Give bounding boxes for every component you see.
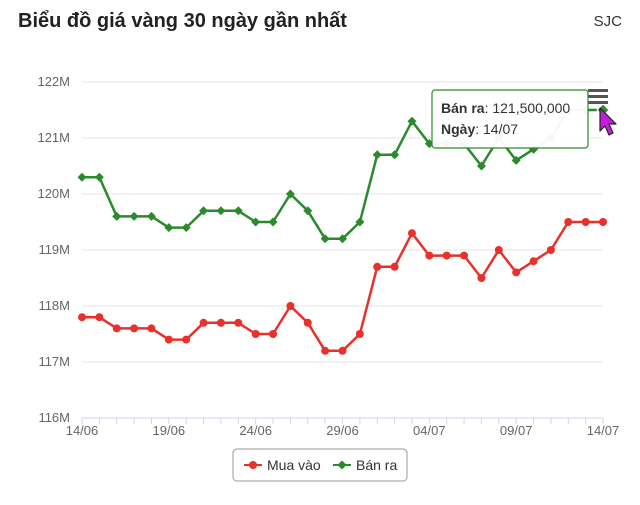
y-axis: 116M 117M 118M 119M 120M 121M 122M (37, 74, 70, 425)
y-tick-label: 119M (38, 242, 70, 257)
data-point[interactable] (286, 302, 295, 310)
data-point[interactable] (251, 217, 261, 227)
x-tick-label: 24/06 (239, 423, 272, 438)
data-point[interactable] (460, 251, 469, 260)
data-point[interactable] (303, 206, 313, 216)
data-point[interactable] (512, 268, 521, 277)
data-point[interactable] (77, 172, 87, 182)
data-point[interactable] (129, 211, 139, 221)
data-point[interactable] (78, 313, 86, 322)
data-point[interactable] (95, 313, 104, 322)
data-point[interactable] (285, 189, 295, 199)
data-point[interactable] (321, 346, 330, 355)
legend-item-mua-vao[interactable]: Mua vào (244, 457, 321, 473)
data-point[interactable] (407, 229, 416, 238)
y-tick-label: 121M (37, 130, 70, 145)
data-point[interactable] (564, 218, 573, 226)
x-tick-label: 09/07 (500, 423, 533, 438)
data-point[interactable] (181, 223, 191, 233)
svg-text:Bán ra: 121,500,000: Bán ra: 121,500,000 (441, 100, 570, 116)
data-point[interactable] (529, 257, 538, 266)
y-tick-label: 117M (38, 354, 70, 369)
x-tick-label: 04/07 (413, 423, 446, 438)
mouse-cursor-icon (599, 107, 617, 136)
data-point[interactable] (112, 324, 121, 333)
data-point[interactable] (546, 246, 555, 254)
x-axis: 14/06 19/06 24/06 29/06 04/07 09/07 14/07 (66, 417, 620, 438)
hamburger-menu-icon[interactable] (586, 86, 610, 108)
data-point[interactable] (182, 335, 191, 344)
data-point[interactable] (233, 206, 243, 216)
data-point[interactable] (320, 234, 330, 244)
data-point[interactable] (216, 206, 226, 216)
chart-header: Biểu đồ giá vàng 30 ngày gần nhất SJC (18, 10, 622, 40)
data-point[interactable] (390, 150, 400, 160)
y-tick-label: 118M (38, 298, 70, 313)
data-point[interactable] (216, 318, 225, 327)
x-tick-label: 29/06 (326, 423, 359, 438)
data-point[interactable] (373, 262, 382, 271)
data-point[interactable] (599, 218, 607, 226)
chart-title: Biểu đồ giá vàng 30 ngày gần nhất (18, 10, 347, 32)
data-point[interactable] (164, 335, 173, 344)
tooltip: Bán ra: 121,500,000 Ngày: 14/07 (431, 89, 589, 149)
legend: Mua vào Bán ra (232, 448, 408, 482)
tooltip-series-label: Bán ra (441, 100, 485, 116)
data-point[interactable] (268, 217, 278, 227)
x-tick-label: 14/06 (66, 423, 99, 438)
data-point[interactable] (390, 262, 399, 271)
data-point[interactable] (112, 211, 122, 221)
x-tick-label: 14/07 (587, 423, 620, 438)
data-point[interactable] (407, 116, 417, 126)
data-point[interactable] (494, 246, 503, 254)
brand-label: SJC (593, 13, 622, 30)
tooltip-date-label: Ngày (441, 121, 475, 137)
y-tick-label: 120M (37, 186, 70, 201)
data-point[interactable] (269, 330, 278, 338)
data-point[interactable] (355, 217, 365, 227)
data-point[interactable] (199, 206, 209, 216)
data-point[interactable] (476, 161, 486, 171)
data-point[interactable] (355, 330, 364, 338)
data-point[interactable] (477, 274, 486, 282)
y-tick-label: 122M (37, 74, 70, 89)
tooltip-value: 121,500,000 (492, 100, 570, 116)
data-point[interactable] (581, 218, 590, 226)
legend-label-mua-vao: Mua vào (267, 457, 321, 473)
data-point[interactable] (338, 346, 347, 355)
data-point[interactable] (147, 324, 156, 333)
data-point[interactable] (234, 318, 243, 327)
svg-text:Ngày: 14/07: Ngày: 14/07 (441, 121, 518, 137)
data-point[interactable] (251, 330, 260, 338)
data-point[interactable] (130, 324, 139, 333)
y-tick-label: 116M (38, 410, 70, 425)
data-point[interactable] (164, 223, 174, 233)
data-point[interactable] (338, 234, 347, 244)
legend-label-ban-ra: Bán ra (356, 457, 397, 473)
data-point[interactable] (146, 211, 156, 221)
data-point[interactable] (372, 150, 382, 160)
tooltip-date: 14/07 (483, 121, 518, 137)
data-point[interactable] (425, 251, 434, 260)
data-point[interactable] (442, 251, 451, 260)
data-point[interactable] (94, 172, 104, 182)
legend-box (232, 448, 408, 482)
legend-item-ban-ra[interactable]: Bán ra (333, 457, 397, 473)
data-point[interactable] (303, 318, 312, 327)
data-point[interactable] (199, 318, 208, 327)
tooltip-box (431, 89, 589, 149)
data-point[interactable] (511, 155, 521, 165)
series-0 (78, 218, 607, 355)
x-tick-label: 19/06 (153, 423, 186, 438)
